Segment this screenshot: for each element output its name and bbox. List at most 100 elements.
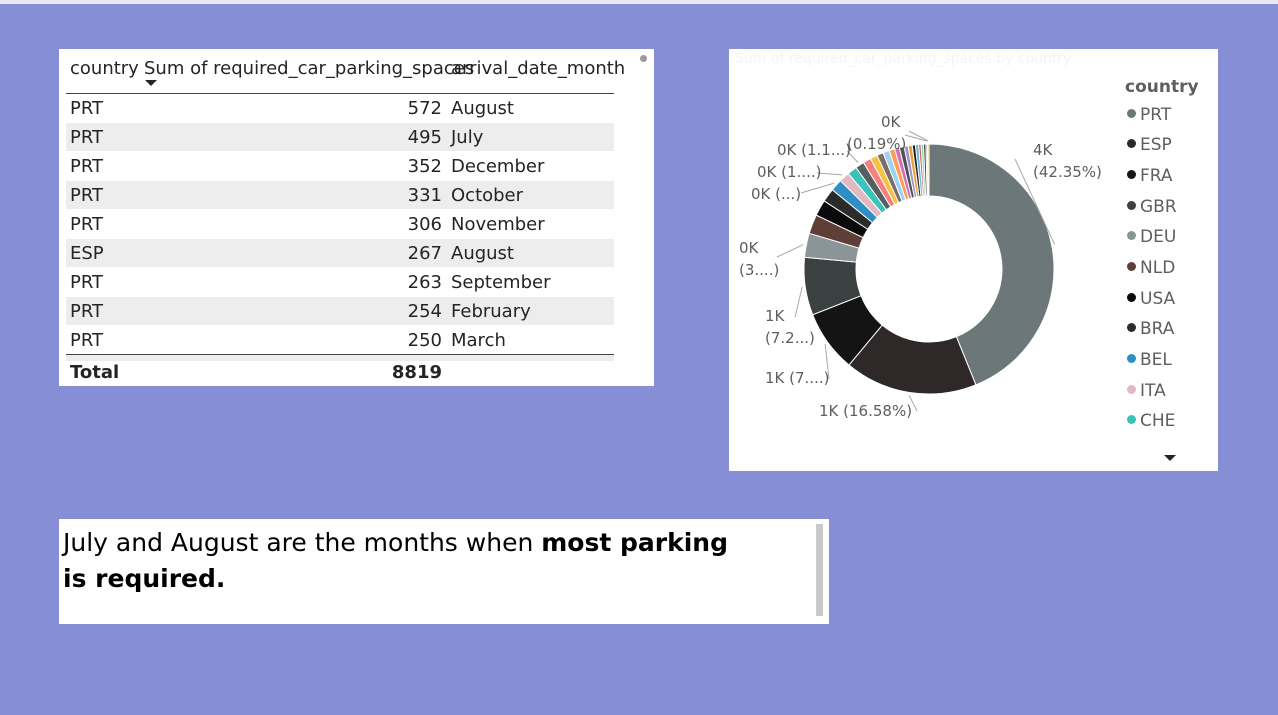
- legend-item-ita[interactable]: ITA: [1127, 381, 1166, 401]
- leader-line: [794, 286, 803, 318]
- table-row[interactable]: ESP 267 August: [66, 239, 614, 268]
- donut-chart: 4K (42.35%) 1K (16.58%) 1K (7....) 1K (7.2...…: [739, 113, 1102, 420]
- legend-marker-icon: [1127, 353, 1136, 363]
- cell-arrival-month: October: [451, 185, 524, 206]
- table-visual[interactable]: country Sum of required_car_parking_spac…: [59, 49, 654, 386]
- leader-line: [908, 395, 918, 412]
- legend-more-icon[interactable]: [1164, 455, 1176, 461]
- leader-line: [904, 134, 927, 142]
- data-label: 0K (...): [751, 185, 801, 203]
- table-row[interactable]: PRT 495 July: [66, 123, 614, 152]
- insight-textbox[interactable]: July and August are the months when most…: [59, 519, 829, 624]
- cell-parking-spaces: 306: [407, 214, 442, 235]
- data-label: 1K: [765, 307, 786, 325]
- table-row[interactable]: PRT 572 August: [66, 94, 614, 123]
- donut-slice-other-17[interactable]: [926, 143, 930, 197]
- cell-arrival-month: September: [451, 272, 551, 293]
- cell-arrival-month: December: [451, 156, 545, 177]
- total-label: Total: [70, 362, 120, 383]
- table-row[interactable]: PRT 331 October: [66, 181, 614, 210]
- cell-country: PRT: [70, 330, 104, 351]
- table-row[interactable]: PRT 306 November: [66, 210, 614, 239]
- insight-text-normal: July and August are the months when: [63, 528, 542, 557]
- legend-item-bel[interactable]: BEL: [1127, 350, 1172, 370]
- insight-text: July and August are the months when most…: [63, 525, 753, 597]
- legend-label: CHE: [1140, 411, 1176, 431]
- leader-line: [846, 150, 859, 163]
- legend-label: BRA: [1140, 319, 1175, 339]
- data-label: 0K: [739, 239, 760, 257]
- legend-marker-icon: [1127, 230, 1136, 240]
- data-label: 1K (16.58%): [819, 402, 912, 420]
- table-row[interactable]: PRT 254 February: [66, 297, 614, 326]
- legend-marker-icon: [1127, 384, 1136, 394]
- legend-item-usa[interactable]: USA: [1127, 289, 1175, 309]
- chart-title: Sum of required_car_parking_spaces by co…: [735, 51, 1072, 67]
- table-row[interactable]: PRT 250 March: [66, 326, 614, 355]
- data-label: (42.35%): [1033, 163, 1102, 181]
- table-header: country Sum of required_car_parking_spac…: [66, 49, 625, 94]
- legend-item-gbr[interactable]: GBR: [1127, 197, 1177, 217]
- leader-line: [800, 182, 835, 194]
- table-row[interactable]: PRT 352 December: [66, 152, 614, 181]
- data-label: (3....): [739, 261, 779, 279]
- table-total-row: Total 8819: [66, 354, 614, 387]
- legend-item-deu[interactable]: DEU: [1127, 227, 1176, 247]
- insight-text-bold: most parking is required.: [63, 528, 728, 593]
- data-label: 1K (7....): [765, 369, 829, 387]
- legend-label: FRA: [1140, 166, 1173, 186]
- legend-marker-icon: [1127, 200, 1136, 210]
- table-scrollbar[interactable]: [640, 55, 647, 62]
- legend-marker-icon: [1127, 414, 1136, 424]
- column-header-country[interactable]: country: [70, 58, 139, 79]
- data-label: 0K (1.1...): [777, 141, 851, 159]
- column-header-arrival-month[interactable]: arrival_date_month: [451, 58, 626, 79]
- cell-arrival-month: August: [451, 98, 514, 119]
- cell-country: PRT: [70, 301, 104, 322]
- cell-parking-spaces: 250: [407, 330, 442, 351]
- donut-slice-prt[interactable]: [928, 143, 1055, 386]
- leader-line: [1014, 158, 1056, 245]
- partial-table-row: [66, 355, 614, 361]
- legend-item-bra[interactable]: BRA: [1127, 319, 1174, 339]
- legend-label: PRT: [1140, 105, 1172, 125]
- legend-item-fra[interactable]: FRA: [1127, 166, 1173, 186]
- total-value: 8819: [391, 362, 442, 383]
- table-row[interactable]: PRT 263 September: [66, 268, 614, 297]
- top-border: [0, 0, 1278, 4]
- cell-parking-spaces: 331: [407, 185, 442, 206]
- cell-arrival-month: February: [451, 301, 531, 322]
- cell-country: PRT: [70, 185, 104, 206]
- legend-label: USA: [1140, 289, 1176, 309]
- cell-parking-spaces: 572: [407, 98, 442, 119]
- legend-marker-icon: [1127, 108, 1136, 118]
- textbox-scrollbar[interactable]: [816, 524, 823, 616]
- legend-item-nld[interactable]: NLD: [1127, 258, 1175, 278]
- cell-country: PRT: [70, 272, 104, 293]
- legend-item-che[interactable]: CHE: [1127, 411, 1175, 431]
- donut-chart-visual[interactable]: Sum of required_car_parking_spaces by co…: [729, 49, 1218, 471]
- data-label: (7.2...): [765, 329, 815, 347]
- column-header-parking-spaces[interactable]: Sum of required_car_parking_spaces: [144, 58, 475, 79]
- cell-country: PRT: [70, 127, 104, 148]
- sort-descending-icon[interactable]: [145, 80, 157, 86]
- legend-label: ESP: [1140, 135, 1172, 155]
- table-body: PRT 572 August PRT 495 July PRT 352 December PRT 3…: [66, 94, 614, 355]
- leader-line: [816, 172, 843, 176]
- cell-country: ESP: [70, 243, 104, 264]
- cell-parking-spaces: 495: [407, 127, 442, 148]
- cell-country: PRT: [70, 98, 104, 119]
- cell-arrival-month: August: [451, 243, 514, 264]
- legend-title: country: [1125, 77, 1199, 97]
- data-table: country Sum of required_car_parking_spac…: [66, 49, 625, 361]
- data-label: (0.19%): [847, 135, 906, 153]
- data-label: 0K (1....): [757, 163, 821, 181]
- legend-label: GBR: [1140, 197, 1177, 217]
- cell-arrival-month: July: [451, 127, 484, 148]
- legend-label: ITA: [1140, 381, 1166, 401]
- legend-item-esp[interactable]: ESP: [1127, 135, 1172, 155]
- legend-marker-icon: [1127, 292, 1136, 302]
- cell-parking-spaces: 352: [407, 156, 442, 177]
- legend-item-prt[interactable]: PRT: [1127, 105, 1171, 125]
- data-label: 0K: [881, 113, 902, 131]
